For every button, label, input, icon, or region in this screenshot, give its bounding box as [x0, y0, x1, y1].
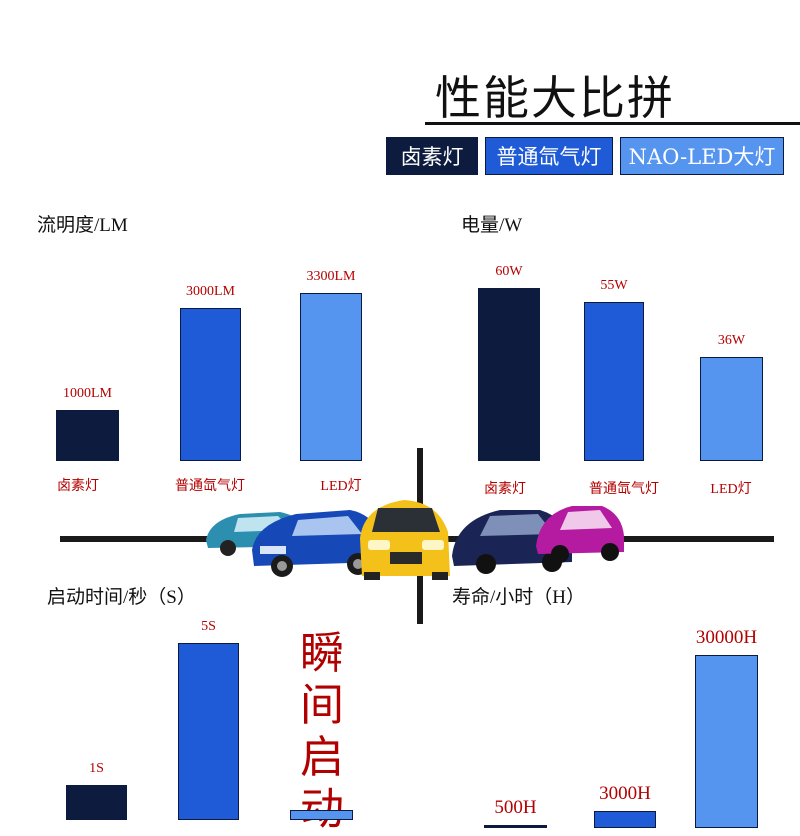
bar-lifespan-1	[594, 811, 656, 828]
chart-title-startup: 启动时间/秒（S）	[47, 587, 196, 608]
value-label-lumen-1: 3000LM	[186, 284, 235, 299]
legend-xenon: 普通氙气灯	[485, 137, 613, 175]
value-label-power-2: 36W	[717, 333, 746, 348]
legend-led: NAO-LED大灯	[620, 137, 784, 175]
value-label-lumen-0: 1000LM	[63, 386, 112, 401]
category-label-power-1: 普通氙气灯	[589, 482, 659, 497]
bar-lumen-1	[180, 308, 241, 461]
value-label-startup-0: 1S	[89, 761, 104, 776]
value-label-lifespan-2: 30000H	[695, 627, 758, 648]
instant-start-annotation: 瞬间启动	[300, 628, 344, 835]
value-label-power-0: 60W	[495, 264, 523, 279]
page-title: 性能大比拼	[435, 71, 675, 125]
car-blue-suv	[252, 510, 382, 577]
bar-power-1	[584, 302, 644, 461]
category-label-lumen-2: LED灯	[320, 479, 362, 494]
chart-title-power: 电量/W	[461, 215, 523, 236]
bar-lumen-2	[300, 293, 362, 461]
bar-startup-0	[66, 785, 127, 820]
category-label-power-2: LED灯	[710, 482, 752, 497]
value-label-lifespan-1: 3000H	[599, 783, 651, 804]
category-label-lumen-0: 卤素灯	[57, 479, 99, 494]
bar-startup-1	[178, 643, 239, 820]
car-magenta	[536, 506, 624, 563]
bar-lifespan-0	[484, 825, 547, 828]
bar-lumen-0	[56, 410, 119, 461]
value-label-power-1: 55W	[600, 278, 628, 293]
chart-title-lifespan: 寿命/小时（H）	[452, 587, 586, 608]
bar-startup-2	[290, 810, 353, 820]
chart-title-lumen: 流明度/LM	[37, 215, 128, 236]
value-label-startup-1: 5S	[201, 619, 216, 634]
value-label-lifespan-0: 500H	[494, 797, 537, 818]
bar-lifespan-2	[695, 655, 758, 828]
car-yellow	[360, 500, 450, 580]
bar-power-2	[700, 357, 763, 461]
cars-illustration	[206, 500, 624, 580]
bar-power-0	[478, 288, 540, 461]
legend-halogen: 卤素灯	[386, 137, 478, 175]
category-label-lumen-1: 普通氙气灯	[175, 479, 245, 494]
category-label-power-0: 卤素灯	[484, 482, 526, 497]
title-underline	[425, 122, 800, 125]
value-label-lumen-2: 3300LM	[306, 269, 356, 284]
